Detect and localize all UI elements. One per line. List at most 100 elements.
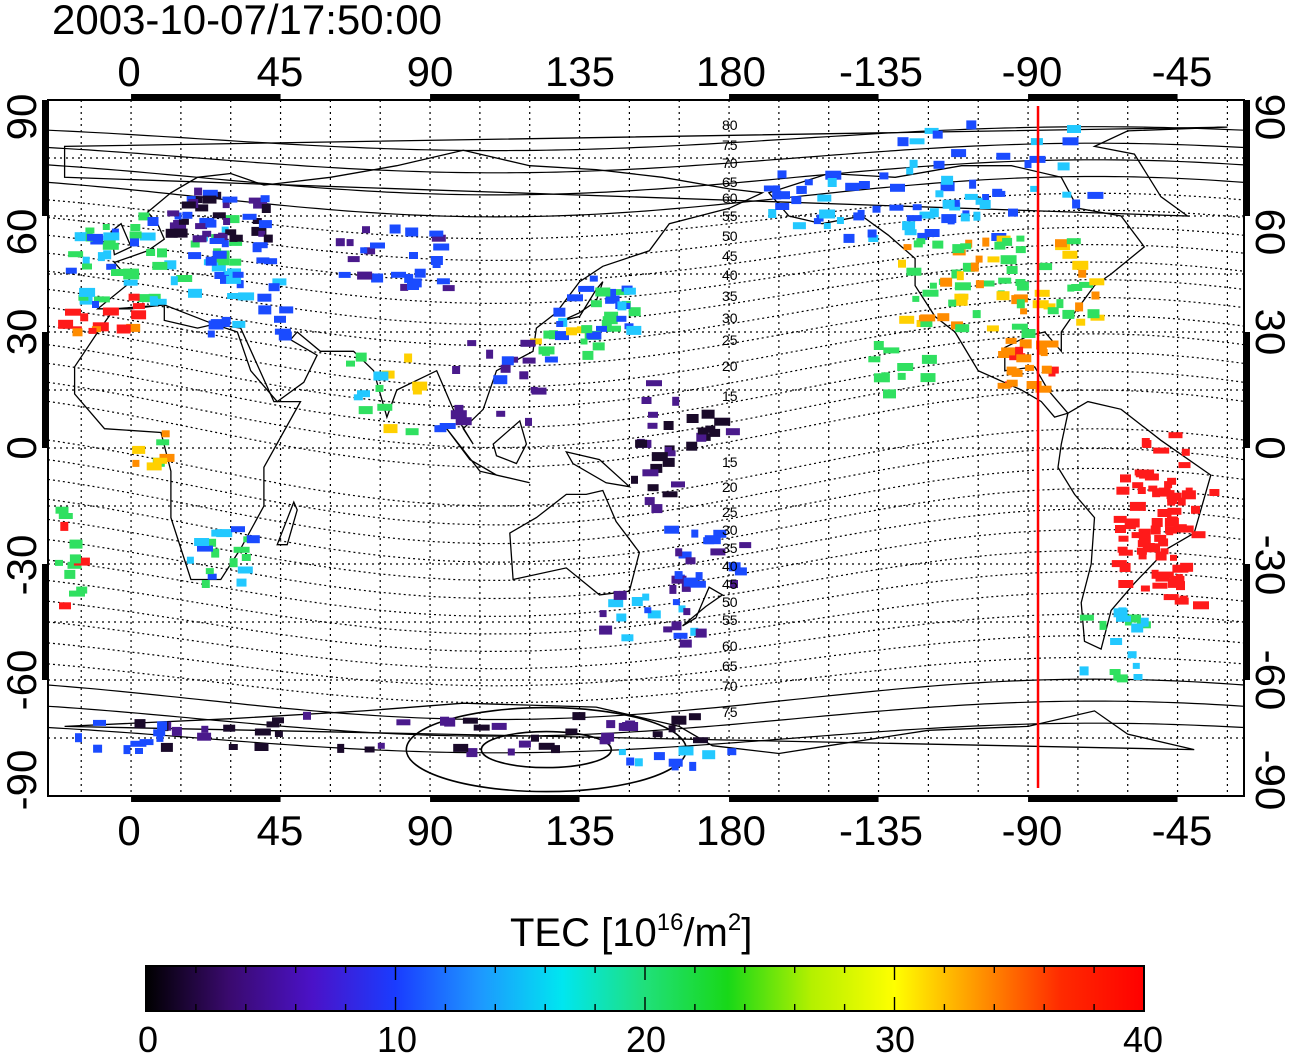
tec-cell	[709, 428, 721, 437]
tec-cell	[370, 242, 385, 249]
tec-cell	[357, 271, 373, 280]
tec-cell	[617, 301, 627, 311]
top-tick-label: 135	[545, 48, 615, 95]
tec-cell	[1011, 323, 1028, 330]
tec-cell	[232, 271, 244, 278]
tec-cell	[827, 178, 837, 187]
tec-cell	[1045, 366, 1059, 374]
tec-cell	[872, 205, 881, 213]
tec-cell	[414, 268, 426, 278]
tec-cell	[132, 445, 146, 454]
tec-cell	[956, 271, 964, 281]
tec-cell	[618, 722, 635, 731]
right-tick-label: 60	[1247, 209, 1292, 256]
tec-cell	[1209, 489, 1220, 496]
coastline-outline	[446, 428, 530, 484]
tec-cell	[264, 258, 278, 265]
tec-cell	[672, 396, 680, 406]
tec-cell	[713, 529, 727, 538]
tec-cell	[409, 252, 418, 259]
contour-label: 50	[722, 594, 738, 610]
tec-cell	[1110, 638, 1123, 645]
left-tick-label: -90	[0, 750, 45, 811]
tec-cell	[260, 195, 270, 203]
tec-cell	[899, 315, 915, 324]
tec-cell	[210, 319, 224, 326]
tec-cell	[486, 349, 494, 359]
tec-cell	[868, 235, 879, 242]
tec-cell	[917, 232, 928, 240]
colorbar-title-unit-exponent: 2	[728, 909, 741, 936]
tec-cell	[763, 185, 774, 192]
tec-cell	[1138, 553, 1147, 560]
tec-cell	[221, 240, 229, 248]
tec-cell	[157, 721, 168, 731]
tec-cell	[730, 580, 738, 588]
colorbar-title-suffix: ]	[741, 911, 752, 955]
tec-cell	[1020, 308, 1028, 315]
tec-cell	[1099, 620, 1107, 630]
tec-cell	[616, 315, 627, 322]
tec-cell	[529, 338, 542, 345]
tec-cell	[996, 291, 1010, 301]
magnetic-contour-line	[47, 592, 1245, 652]
tec-cell	[565, 728, 578, 735]
tec-cell	[153, 729, 166, 737]
tec-cell	[1153, 447, 1170, 454]
tec-cell	[580, 338, 588, 345]
tec-cell	[994, 241, 1006, 250]
tec-cell	[1193, 601, 1209, 610]
tec-cell	[1113, 515, 1127, 523]
tec-cell	[1109, 669, 1121, 675]
tec-cell	[1157, 509, 1172, 517]
tec-cell	[169, 222, 182, 231]
tec-cell	[1158, 571, 1172, 579]
tec-cell	[898, 259, 906, 268]
frame-bar-top	[729, 94, 879, 100]
tec-cell	[258, 305, 272, 315]
tec-cell	[274, 315, 286, 323]
tec-cell	[663, 421, 674, 430]
contour-label: 70	[722, 678, 738, 694]
right-tick-label: 90	[1247, 94, 1292, 141]
tec-cell	[947, 216, 955, 225]
tec-cell	[182, 211, 193, 219]
tec-cell	[979, 200, 991, 209]
tec-cell	[648, 411, 658, 418]
colorbar-title: TEC [1016/m2]	[510, 909, 752, 955]
tec-cell	[1119, 563, 1131, 572]
tec-cell	[82, 263, 92, 270]
tec-cell	[701, 409, 715, 419]
tec-cell	[212, 212, 226, 219]
tec-cell	[229, 239, 243, 246]
tec-cell	[1078, 269, 1087, 278]
tec-cell	[1127, 614, 1141, 623]
tec-cell	[161, 430, 170, 438]
tec-cell	[964, 193, 978, 200]
tec-cell	[202, 230, 212, 237]
tec-cell	[520, 339, 536, 347]
magnetic-contour-line	[47, 656, 1245, 704]
tec-cell	[205, 219, 217, 228]
tec-cell	[188, 288, 202, 298]
tec-cell	[229, 234, 238, 242]
tec-cell	[254, 728, 271, 736]
tec-cell	[1172, 564, 1189, 573]
colorbar-ticks	[145, 966, 1145, 1011]
tec-cell	[473, 724, 490, 731]
tec-cell	[76, 586, 88, 594]
tec-cell	[586, 331, 602, 340]
tec-cell	[223, 218, 231, 225]
tec-cell	[400, 283, 409, 291]
tec-cell	[678, 605, 686, 613]
tec-cell	[669, 584, 677, 594]
tec-cell	[1021, 329, 1036, 338]
tec-cell	[935, 190, 944, 198]
tec-cell	[691, 529, 699, 538]
tec-cell	[1113, 608, 1128, 618]
tec-cell	[229, 258, 242, 266]
tec-cell	[883, 389, 896, 399]
tec-cell	[1015, 346, 1024, 354]
contour-label: 50	[722, 228, 738, 244]
